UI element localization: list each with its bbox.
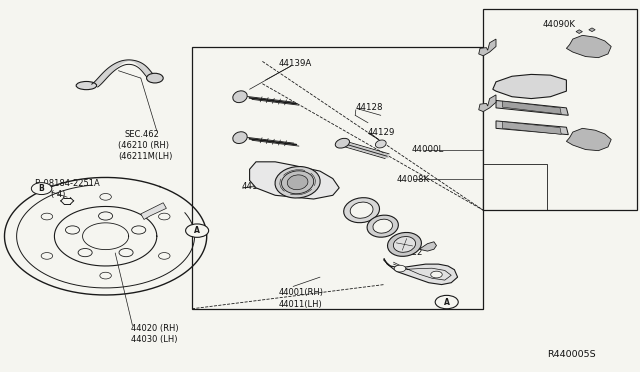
Circle shape: [119, 248, 133, 257]
Polygon shape: [496, 100, 568, 115]
Bar: [483, 164, 547, 210]
Text: 44128: 44128: [355, 103, 383, 112]
Bar: [192, 46, 483, 309]
Circle shape: [41, 213, 52, 220]
Text: 44139A: 44139A: [278, 60, 312, 68]
Polygon shape: [479, 95, 496, 112]
Polygon shape: [419, 242, 436, 251]
Polygon shape: [566, 128, 611, 151]
Text: B 08184-2251A: B 08184-2251A: [35, 179, 100, 187]
Polygon shape: [479, 39, 496, 56]
Circle shape: [147, 73, 163, 83]
Text: ( 4): ( 4): [51, 190, 65, 199]
Bar: [483, 9, 637, 210]
Ellipse shape: [394, 237, 415, 252]
Text: (46210 (RH): (46210 (RH): [118, 141, 170, 150]
Ellipse shape: [376, 140, 386, 148]
Polygon shape: [141, 203, 166, 219]
Ellipse shape: [76, 81, 97, 90]
Text: 44008K: 44008K: [397, 175, 430, 184]
Circle shape: [435, 295, 458, 309]
Circle shape: [431, 271, 442, 278]
Ellipse shape: [344, 198, 380, 223]
Circle shape: [41, 253, 52, 259]
Text: 44090K: 44090K: [543, 20, 576, 29]
Circle shape: [100, 193, 111, 200]
Ellipse shape: [350, 202, 373, 218]
Polygon shape: [493, 74, 566, 99]
Text: 44030 (LH): 44030 (LH): [131, 335, 178, 344]
Text: A: A: [444, 298, 450, 307]
Polygon shape: [384, 259, 458, 285]
Ellipse shape: [287, 175, 308, 190]
Polygon shape: [250, 162, 339, 199]
Polygon shape: [589, 28, 595, 32]
Circle shape: [31, 183, 52, 195]
Ellipse shape: [367, 215, 398, 237]
Circle shape: [186, 224, 209, 237]
Ellipse shape: [233, 91, 247, 103]
Polygon shape: [496, 121, 568, 135]
Circle shape: [78, 248, 92, 257]
Text: 44139: 44139: [242, 182, 269, 191]
Text: 44000L: 44000L: [412, 145, 444, 154]
Text: (46211M(LH): (46211M(LH): [118, 153, 173, 161]
Ellipse shape: [275, 167, 320, 198]
Text: 44020 (RH): 44020 (RH): [131, 324, 179, 333]
Ellipse shape: [335, 138, 349, 148]
Text: A: A: [194, 226, 200, 235]
Polygon shape: [566, 35, 611, 58]
Text: 44122: 44122: [396, 248, 423, 257]
Ellipse shape: [282, 171, 314, 194]
Text: 44011(LH): 44011(LH): [278, 300, 322, 309]
Circle shape: [159, 253, 170, 259]
Ellipse shape: [373, 219, 392, 233]
Circle shape: [159, 213, 170, 220]
Circle shape: [394, 265, 406, 272]
Circle shape: [132, 226, 146, 234]
Polygon shape: [502, 101, 561, 114]
Text: SEC.462: SEC.462: [125, 130, 159, 139]
Circle shape: [100, 272, 111, 279]
Text: 44001(RH): 44001(RH): [278, 288, 323, 296]
Circle shape: [99, 212, 113, 220]
Text: B: B: [39, 184, 44, 193]
Ellipse shape: [233, 132, 247, 144]
Text: R440005S: R440005S: [547, 350, 596, 359]
Polygon shape: [576, 30, 582, 33]
Polygon shape: [502, 122, 561, 134]
Text: 44129: 44129: [368, 128, 396, 137]
Ellipse shape: [388, 232, 421, 256]
Circle shape: [65, 226, 79, 234]
